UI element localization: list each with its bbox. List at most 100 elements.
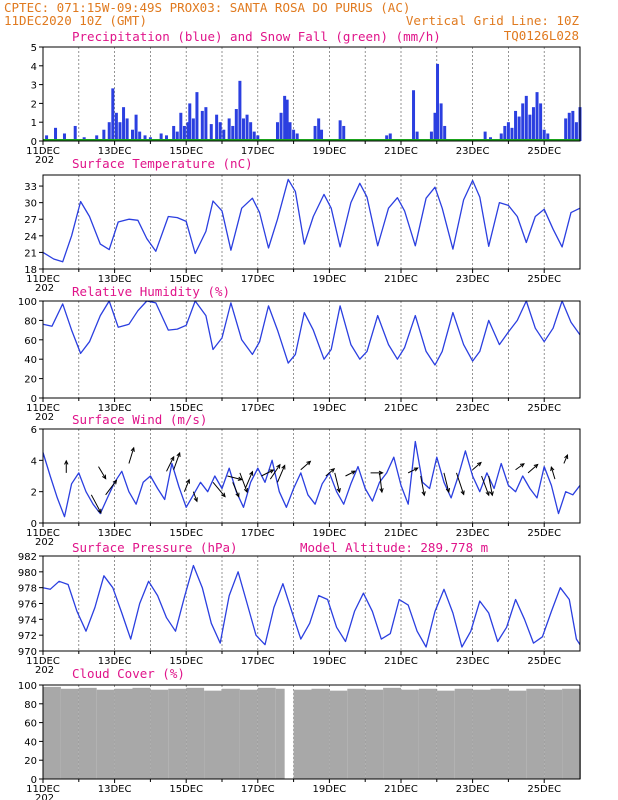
bar bbox=[73, 125, 77, 141]
bar bbox=[186, 122, 190, 141]
y-tick-label: 80 bbox=[24, 316, 37, 327]
bar bbox=[342, 125, 346, 141]
panel-title: Relative Humidity (%) bbox=[72, 284, 230, 299]
bar bbox=[245, 114, 249, 141]
header-line1: CPTEC: 071:15W-09:49S PROX03: SANTA ROSA… bbox=[4, 0, 410, 15]
y-tick-label: 18 bbox=[24, 265, 37, 276]
bar bbox=[517, 116, 521, 141]
bar bbox=[506, 122, 510, 141]
bar bbox=[252, 131, 256, 141]
bar bbox=[172, 125, 176, 141]
bar bbox=[131, 129, 134, 141]
y-tick-label: 21 bbox=[24, 248, 37, 259]
wind-arrow bbox=[481, 475, 490, 496]
bar bbox=[231, 125, 235, 141]
x-tick-label: 13DEC bbox=[98, 274, 132, 285]
wind-arrow-head bbox=[281, 464, 286, 470]
bar bbox=[222, 688, 240, 779]
bar bbox=[293, 689, 312, 779]
wind-arrow bbox=[239, 472, 248, 493]
bar bbox=[531, 107, 535, 141]
x-tick-label: 23DEC bbox=[456, 528, 490, 539]
y-tick-label: 100 bbox=[18, 297, 37, 308]
y-tick-label: 0 bbox=[31, 519, 37, 530]
x-tick-label: 13DEC bbox=[98, 146, 132, 157]
bar bbox=[285, 99, 289, 141]
y-tick-label: 0 bbox=[31, 394, 37, 405]
series-line bbox=[42, 440, 581, 518]
bar bbox=[234, 109, 238, 141]
x-tick-label: 21DEC bbox=[384, 656, 418, 667]
y-tick-label: 982 bbox=[18, 552, 37, 563]
x-tick-label: 23DEC bbox=[456, 656, 490, 667]
bar bbox=[388, 133, 392, 141]
wind-arrow bbox=[345, 470, 356, 477]
wind-arrow-head bbox=[460, 490, 465, 496]
wind-arrow-head bbox=[237, 476, 243, 481]
bar bbox=[503, 125, 507, 141]
panel-2: 18 21 24 27 30 33 11DEC 13DEC 15DEC 17DEC 19DEC 21D… bbox=[24, 156, 581, 294]
bar bbox=[415, 131, 419, 141]
bar bbox=[499, 133, 503, 141]
bar bbox=[175, 131, 179, 141]
plot-frame bbox=[42, 555, 581, 652]
panel-title: Surface Temperature (nC) bbox=[72, 156, 253, 171]
x-tick-label: 25DEC bbox=[527, 784, 561, 795]
x-tick-label: 17DEC bbox=[241, 528, 275, 539]
wind-arrow-head bbox=[330, 468, 336, 473]
wind-arrow-head bbox=[102, 474, 107, 480]
bar bbox=[567, 112, 571, 141]
bar bbox=[311, 688, 330, 779]
x-tick-label: 25DEC bbox=[527, 146, 561, 157]
wind-arrow-head bbox=[269, 469, 275, 474]
x-year-label-partial: 202 bbox=[35, 155, 54, 166]
bar bbox=[288, 122, 292, 141]
series-line bbox=[42, 564, 581, 648]
bar bbox=[249, 122, 253, 141]
bar bbox=[138, 131, 142, 141]
bar bbox=[114, 112, 118, 141]
wind-arrow-head bbox=[550, 466, 555, 472]
wind-arrow bbox=[563, 454, 568, 464]
y-tick-label: 4 bbox=[31, 62, 37, 73]
bar bbox=[188, 103, 192, 141]
bar bbox=[535, 92, 539, 141]
x-tick-label: 17DEC bbox=[241, 656, 275, 667]
wind-arrow bbox=[515, 463, 525, 471]
bar bbox=[195, 92, 199, 141]
bar bbox=[383, 687, 401, 779]
panel-subtitle: Model Altitude: 289.778 m bbox=[300, 540, 488, 555]
y-tick-label: 40 bbox=[24, 737, 37, 748]
panel-title: Surface Pressure (hPa) bbox=[72, 540, 238, 555]
y-tick-label: 2 bbox=[31, 99, 37, 110]
bar bbox=[528, 114, 532, 141]
wind-arrow-head bbox=[97, 508, 102, 514]
y-tick-label: 60 bbox=[24, 719, 37, 730]
bar bbox=[168, 688, 187, 779]
x-tick-label: 25DEC bbox=[527, 403, 561, 414]
y-tick-label: 27 bbox=[24, 215, 37, 226]
wind-arrow bbox=[277, 465, 286, 483]
y-tick-label: 33 bbox=[24, 182, 37, 193]
panel-5: 970 972 974 976 978 980 982 11DEC 13DEC 15DEC 17DE… bbox=[18, 540, 581, 676]
x-tick-label: 15DEC bbox=[169, 146, 203, 157]
bar bbox=[542, 129, 546, 141]
y-tick-label: 4 bbox=[31, 456, 37, 467]
bar bbox=[562, 688, 580, 779]
bar bbox=[510, 127, 514, 141]
wind-arrow-head bbox=[130, 446, 135, 452]
bar bbox=[412, 90, 416, 141]
x-tick-label: 17DEC bbox=[241, 274, 275, 285]
plot-frame bbox=[42, 174, 581, 270]
wind-arrow-head bbox=[64, 459, 69, 465]
bar bbox=[122, 107, 126, 141]
x-tick-label: 23DEC bbox=[456, 403, 490, 414]
bar bbox=[524, 95, 528, 141]
bar bbox=[114, 688, 133, 779]
bar bbox=[275, 688, 285, 779]
plot-frame bbox=[42, 428, 581, 524]
y-tick-label: 24 bbox=[24, 232, 37, 243]
bar bbox=[150, 689, 169, 779]
y-tick-label: 20 bbox=[24, 756, 37, 767]
